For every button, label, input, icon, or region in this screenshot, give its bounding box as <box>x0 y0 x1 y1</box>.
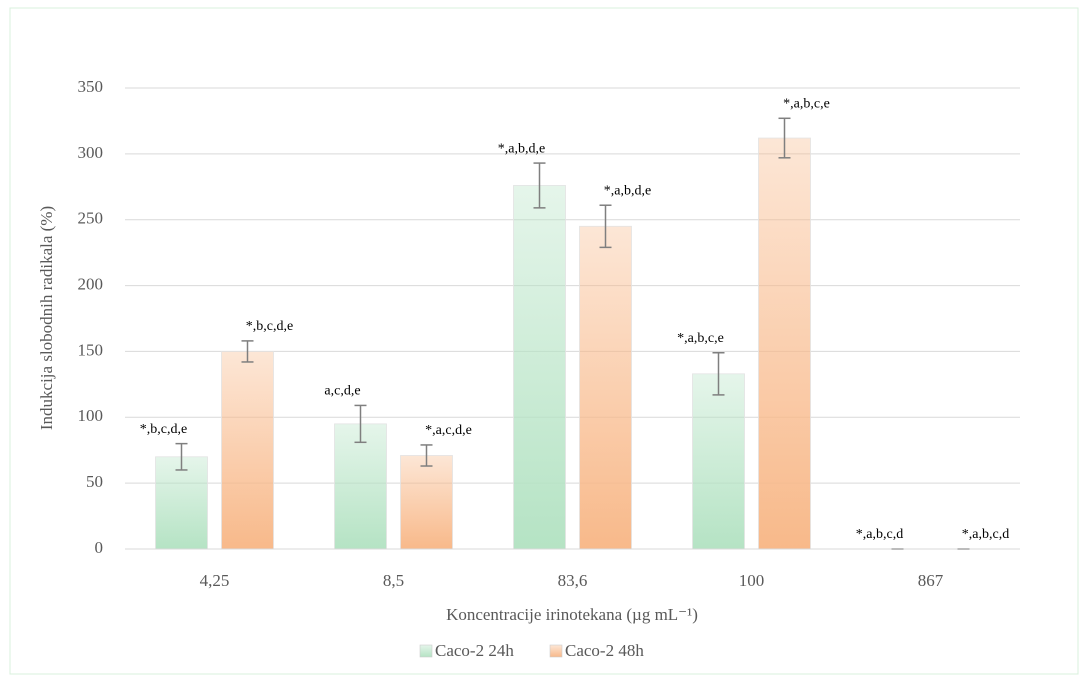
error-bar <box>175 442 188 471</box>
annotation: *,b,c,d,e <box>246 319 293 334</box>
annotation: *,a,b,c,d <box>856 527 903 542</box>
legend-swatch <box>549 644 563 658</box>
error-bar <box>778 117 791 159</box>
x-tick-label: 100 <box>739 571 765 590</box>
x-tick-label: 867 <box>918 571 944 590</box>
error-bar <box>241 340 254 363</box>
x-tick-label: 4,25 <box>200 571 230 590</box>
x-tick-label: 83,6 <box>558 571 588 590</box>
annotation: a,c,d,e <box>324 384 360 399</box>
y-tick-label: 100 <box>78 406 104 425</box>
annotation: *,b,c,d,e <box>140 422 187 437</box>
bar <box>221 351 274 550</box>
annotation: *,a,c,d,e <box>425 423 472 438</box>
bar <box>758 137 811 550</box>
error-bar <box>533 162 546 209</box>
error-bar <box>420 444 433 467</box>
bar <box>400 455 453 550</box>
error-bar <box>354 404 367 444</box>
y-axis-title: Indukcija slobodnih radikala (%) <box>37 206 56 430</box>
x-tick-label: 8,5 <box>383 571 404 590</box>
bar <box>692 373 745 550</box>
bar <box>579 225 632 550</box>
annotation: *,a,b,d,e <box>498 141 545 156</box>
y-tick-label: 150 <box>78 340 104 359</box>
y-tick-label: 0 <box>95 538 104 557</box>
y-tick-label: 350 <box>78 77 104 96</box>
bar <box>334 423 387 550</box>
annotation: *,a,b,c,e <box>677 331 724 346</box>
error-bar <box>599 204 612 249</box>
y-tick-label: 250 <box>78 209 104 228</box>
error-bar <box>712 351 725 396</box>
legend-label: Caco-2 24h <box>435 641 514 660</box>
y-tick-label: 50 <box>86 472 103 491</box>
bar <box>513 185 566 550</box>
bar <box>155 456 208 550</box>
y-tick-label: 300 <box>78 143 104 162</box>
legend-swatch <box>419 644 433 658</box>
y-tick-label: 200 <box>78 274 104 293</box>
annotation: *,a,b,c,d <box>962 527 1009 542</box>
x-axis-title: Koncentracije irinotekana (µg mL⁻¹) <box>446 605 698 624</box>
annotation: *,a,b,d,e <box>604 183 651 198</box>
annotation: *,a,b,c,e <box>783 97 830 112</box>
legend-label: Caco-2 48h <box>565 641 644 660</box>
